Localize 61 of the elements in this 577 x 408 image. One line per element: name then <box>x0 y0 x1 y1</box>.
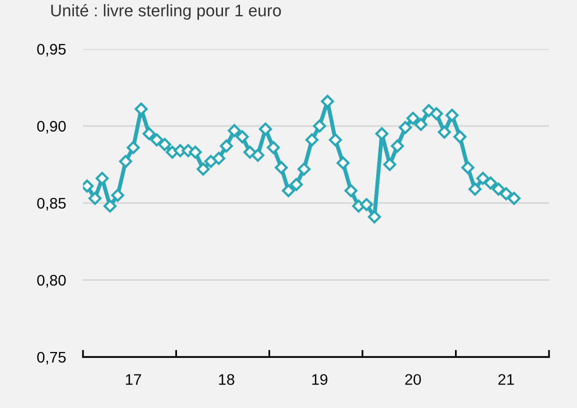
chart-title: Unité : livre sterling pour 1 euro <box>51 4 281 20</box>
point <box>258 122 272 136</box>
point <box>142 127 156 140</box>
point <box>88 192 102 205</box>
point <box>453 130 466 144</box>
point <box>368 210 381 224</box>
point <box>126 141 140 154</box>
point <box>484 176 498 190</box>
point <box>119 154 132 168</box>
point <box>500 187 513 200</box>
point <box>111 188 124 202</box>
point <box>274 161 288 174</box>
point <box>430 107 443 120</box>
y-tick-label: 0,90 <box>37 120 66 134</box>
point <box>212 152 226 165</box>
point <box>414 118 428 131</box>
point <box>492 182 505 196</box>
point <box>344 184 358 198</box>
point <box>204 154 218 168</box>
point <box>461 161 474 174</box>
point <box>383 158 396 172</box>
point <box>158 138 172 151</box>
point <box>320 94 334 108</box>
point <box>196 162 210 176</box>
point <box>468 182 482 196</box>
point <box>390 140 404 153</box>
point <box>508 192 521 205</box>
point <box>150 133 164 146</box>
point <box>104 200 117 213</box>
point <box>243 146 256 159</box>
x-tick-label: 18 <box>219 374 234 385</box>
point <box>438 126 451 139</box>
point <box>220 140 233 153</box>
point <box>305 133 318 146</box>
y-tick-label: 0,85 <box>37 198 66 210</box>
point <box>336 156 350 170</box>
point <box>228 124 241 138</box>
x-tick-label: 19 <box>312 374 328 385</box>
point <box>406 112 420 125</box>
point <box>251 148 264 162</box>
point <box>375 127 388 140</box>
point <box>188 146 202 159</box>
y-tick-label: 0,75 <box>37 352 66 364</box>
point <box>313 119 326 133</box>
point <box>236 130 249 144</box>
point <box>297 162 311 176</box>
point <box>96 172 109 185</box>
point <box>360 198 374 212</box>
point <box>282 184 295 198</box>
point <box>398 121 412 134</box>
y-tick-label: 0,95 <box>37 44 66 56</box>
point <box>476 172 490 185</box>
point <box>266 141 280 154</box>
x-tick-label: 17 <box>126 374 142 385</box>
x-tick-label: 21 <box>498 374 514 385</box>
point <box>422 104 436 118</box>
point <box>446 108 459 122</box>
point <box>290 178 303 192</box>
y-tick-label: 0,80 <box>37 274 66 288</box>
x-tick-label: 20 <box>405 374 421 385</box>
point <box>328 133 342 146</box>
